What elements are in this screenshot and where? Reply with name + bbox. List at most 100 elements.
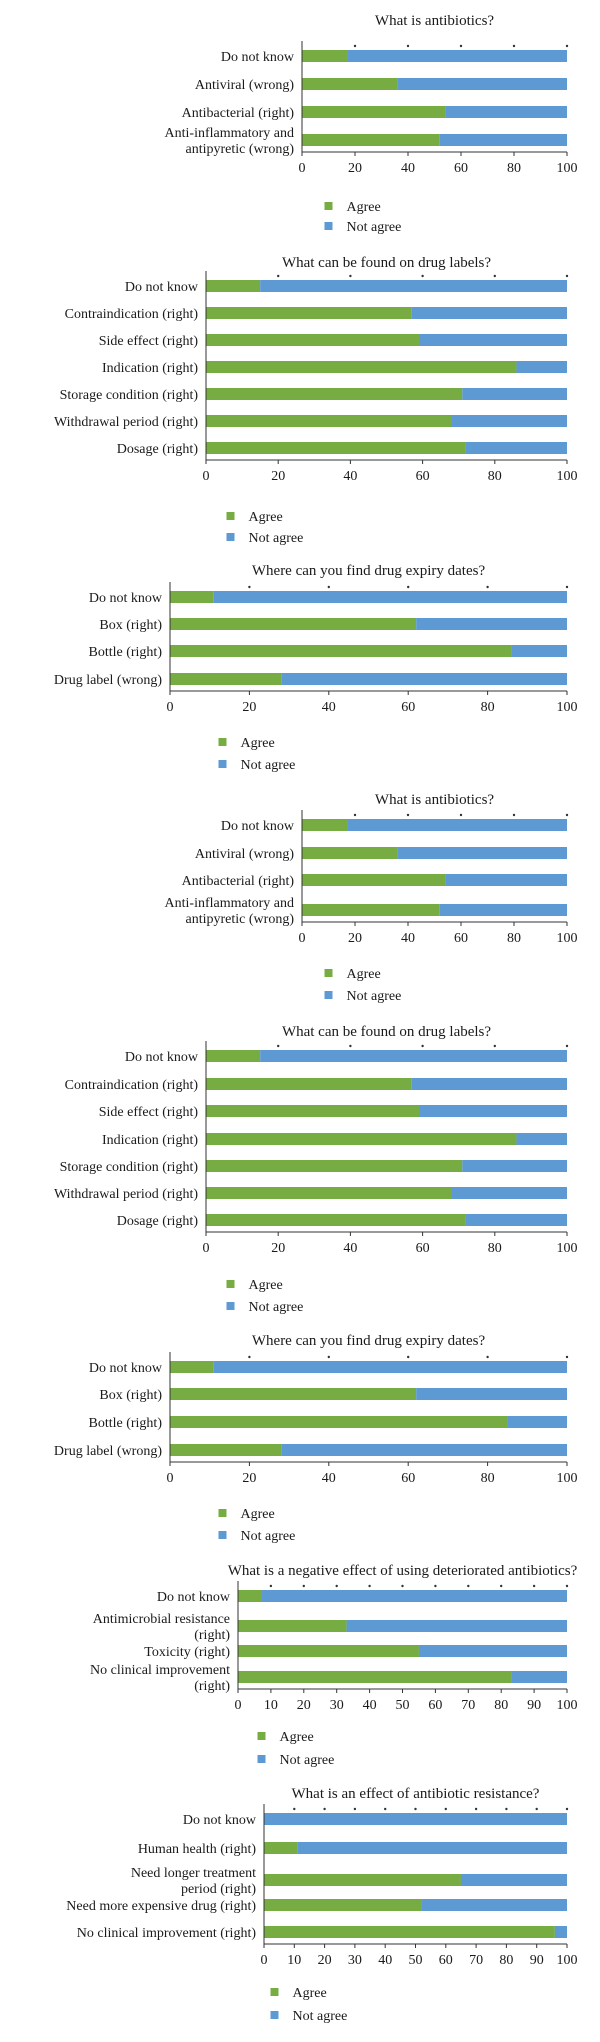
grid-dot bbox=[565, 813, 569, 817]
grid-dot bbox=[277, 274, 280, 278]
grid-dot bbox=[349, 1044, 352, 1048]
category-label: Contraindication (right) bbox=[65, 1078, 199, 1093]
grid-dot bbox=[349, 274, 352, 278]
category-label: Toxicity (right) bbox=[144, 1645, 230, 1660]
grid-dot bbox=[323, 1807, 326, 1811]
x-tick-label: 60 bbox=[416, 1241, 430, 1256]
grid-dot bbox=[505, 1807, 508, 1811]
bar-not-agree bbox=[281, 1444, 567, 1456]
grid-dot bbox=[565, 1355, 569, 1359]
category-label: Dosage (right) bbox=[117, 1214, 199, 1229]
bar-agree bbox=[302, 134, 440, 146]
x-tick-label: 20 bbox=[297, 1698, 311, 1713]
bar-agree bbox=[302, 78, 398, 90]
legend-swatch-agree bbox=[218, 738, 227, 746]
grid-dot bbox=[269, 1584, 273, 1588]
bar-agree bbox=[170, 1444, 282, 1456]
category-label: Do not know bbox=[221, 50, 295, 65]
legend-swatch-not-agree bbox=[226, 1302, 235, 1310]
grid-dot bbox=[459, 44, 463, 48]
bar-not-agree bbox=[411, 307, 567, 319]
category-label: No clinical improvement (right) bbox=[77, 1926, 257, 1941]
bar-not-agree bbox=[213, 591, 568, 603]
x-tick-label: 100 bbox=[557, 1698, 578, 1713]
chart-title: What can be found on drug labels? bbox=[282, 1024, 491, 1040]
category-label: Antimicrobial resistance (right) bbox=[93, 1612, 231, 1643]
grid-dot bbox=[384, 1807, 387, 1811]
legend-label: Agree bbox=[249, 1278, 283, 1293]
bar-agree bbox=[264, 1874, 461, 1886]
grid-dot bbox=[406, 44, 410, 48]
bar-not-agree bbox=[451, 1187, 567, 1199]
x-tick-label: 40 bbox=[401, 161, 415, 176]
category-label: Do not know bbox=[183, 1813, 257, 1828]
category-label: Antibacterial (right) bbox=[182, 874, 295, 889]
legend-swatch-not-agree bbox=[324, 222, 333, 230]
x-tick-label: 30 bbox=[348, 1953, 362, 1968]
category-label: Drug label (wrong) bbox=[54, 673, 162, 688]
grid-dot bbox=[535, 1807, 538, 1811]
grid-dot bbox=[335, 1584, 338, 1588]
bar-not-agree bbox=[516, 361, 567, 373]
grid-dot bbox=[565, 44, 569, 48]
category-label: Storage condition (right) bbox=[60, 388, 199, 403]
bar-agree bbox=[238, 1620, 347, 1632]
bar-agree bbox=[264, 1899, 422, 1911]
legend-label: Agree bbox=[249, 510, 283, 525]
bar-not-agree bbox=[465, 442, 567, 454]
bar-agree bbox=[206, 415, 452, 427]
chart-title: What is an effect of antibiotic resistan… bbox=[292, 1786, 540, 1802]
x-tick-label: 40 bbox=[322, 1471, 336, 1486]
legend-label: Not agree bbox=[293, 2009, 348, 2024]
bar-not-agree bbox=[411, 1078, 567, 1090]
bar-agree bbox=[302, 904, 440, 916]
bar-not-agree bbox=[397, 78, 567, 90]
x-tick-label: 20 bbox=[271, 1241, 285, 1256]
x-tick-label: 90 bbox=[530, 1953, 544, 1968]
bar-agree bbox=[170, 591, 214, 603]
grid-dot bbox=[459, 813, 463, 817]
bar-agree bbox=[170, 1361, 214, 1373]
chart-title: What is antibiotics? bbox=[375, 13, 494, 29]
category-label: Withdrawal period (right) bbox=[54, 1187, 198, 1202]
bar-not-agree bbox=[397, 847, 567, 859]
x-tick-label: 20 bbox=[318, 1953, 332, 1968]
x-tick-label: 50 bbox=[396, 1698, 410, 1713]
x-tick-label: 0 bbox=[261, 1953, 268, 1968]
grid-dot bbox=[467, 1584, 470, 1588]
grid-dot bbox=[493, 274, 496, 278]
category-label: Box (right) bbox=[99, 1388, 162, 1403]
grid-dot bbox=[401, 1584, 404, 1588]
x-tick-label: 40 bbox=[363, 1698, 377, 1713]
bar-not-agree bbox=[439, 134, 567, 146]
category-label: Anti-inflammatory and antipyretic (wrong) bbox=[165, 896, 295, 927]
bar-agree bbox=[206, 1187, 452, 1199]
grid-dot bbox=[565, 1044, 569, 1048]
category-label: Do not know bbox=[125, 280, 199, 295]
legend-label: Not agree bbox=[347, 989, 402, 1004]
category-label: Indication (right) bbox=[102, 1133, 198, 1148]
bar-agree bbox=[206, 280, 261, 292]
x-tick-label: 10 bbox=[264, 1698, 278, 1713]
grid-dot bbox=[486, 585, 489, 589]
chart-panel-1: What is antibiotics? Do not know Antiviral… bbox=[165, 13, 578, 235]
x-tick-label: 20 bbox=[242, 700, 256, 715]
grid-dot bbox=[493, 1044, 496, 1048]
x-tick-label: 20 bbox=[271, 469, 285, 484]
legend-label: Agree bbox=[293, 1986, 327, 2001]
grid-dot bbox=[414, 1807, 417, 1811]
x-tick-label: 90 bbox=[527, 1698, 541, 1713]
bar-not-agree bbox=[554, 1926, 567, 1938]
grid-dot bbox=[293, 1807, 296, 1811]
x-tick-label: 40 bbox=[322, 700, 336, 715]
bar-not-agree bbox=[462, 1160, 567, 1172]
chart-panel-6: Where can you find drug expiry dates? Do … bbox=[54, 1333, 578, 1544]
bar-agree bbox=[302, 874, 446, 886]
x-tick-label: 80 bbox=[488, 469, 502, 484]
grid-dot bbox=[512, 44, 516, 48]
x-tick-label: 30 bbox=[330, 1698, 344, 1713]
grid-dot bbox=[434, 1584, 437, 1588]
x-tick-label: 80 bbox=[507, 161, 521, 176]
bar-not-agree bbox=[516, 1133, 567, 1145]
legend-label: Not agree bbox=[347, 220, 402, 235]
